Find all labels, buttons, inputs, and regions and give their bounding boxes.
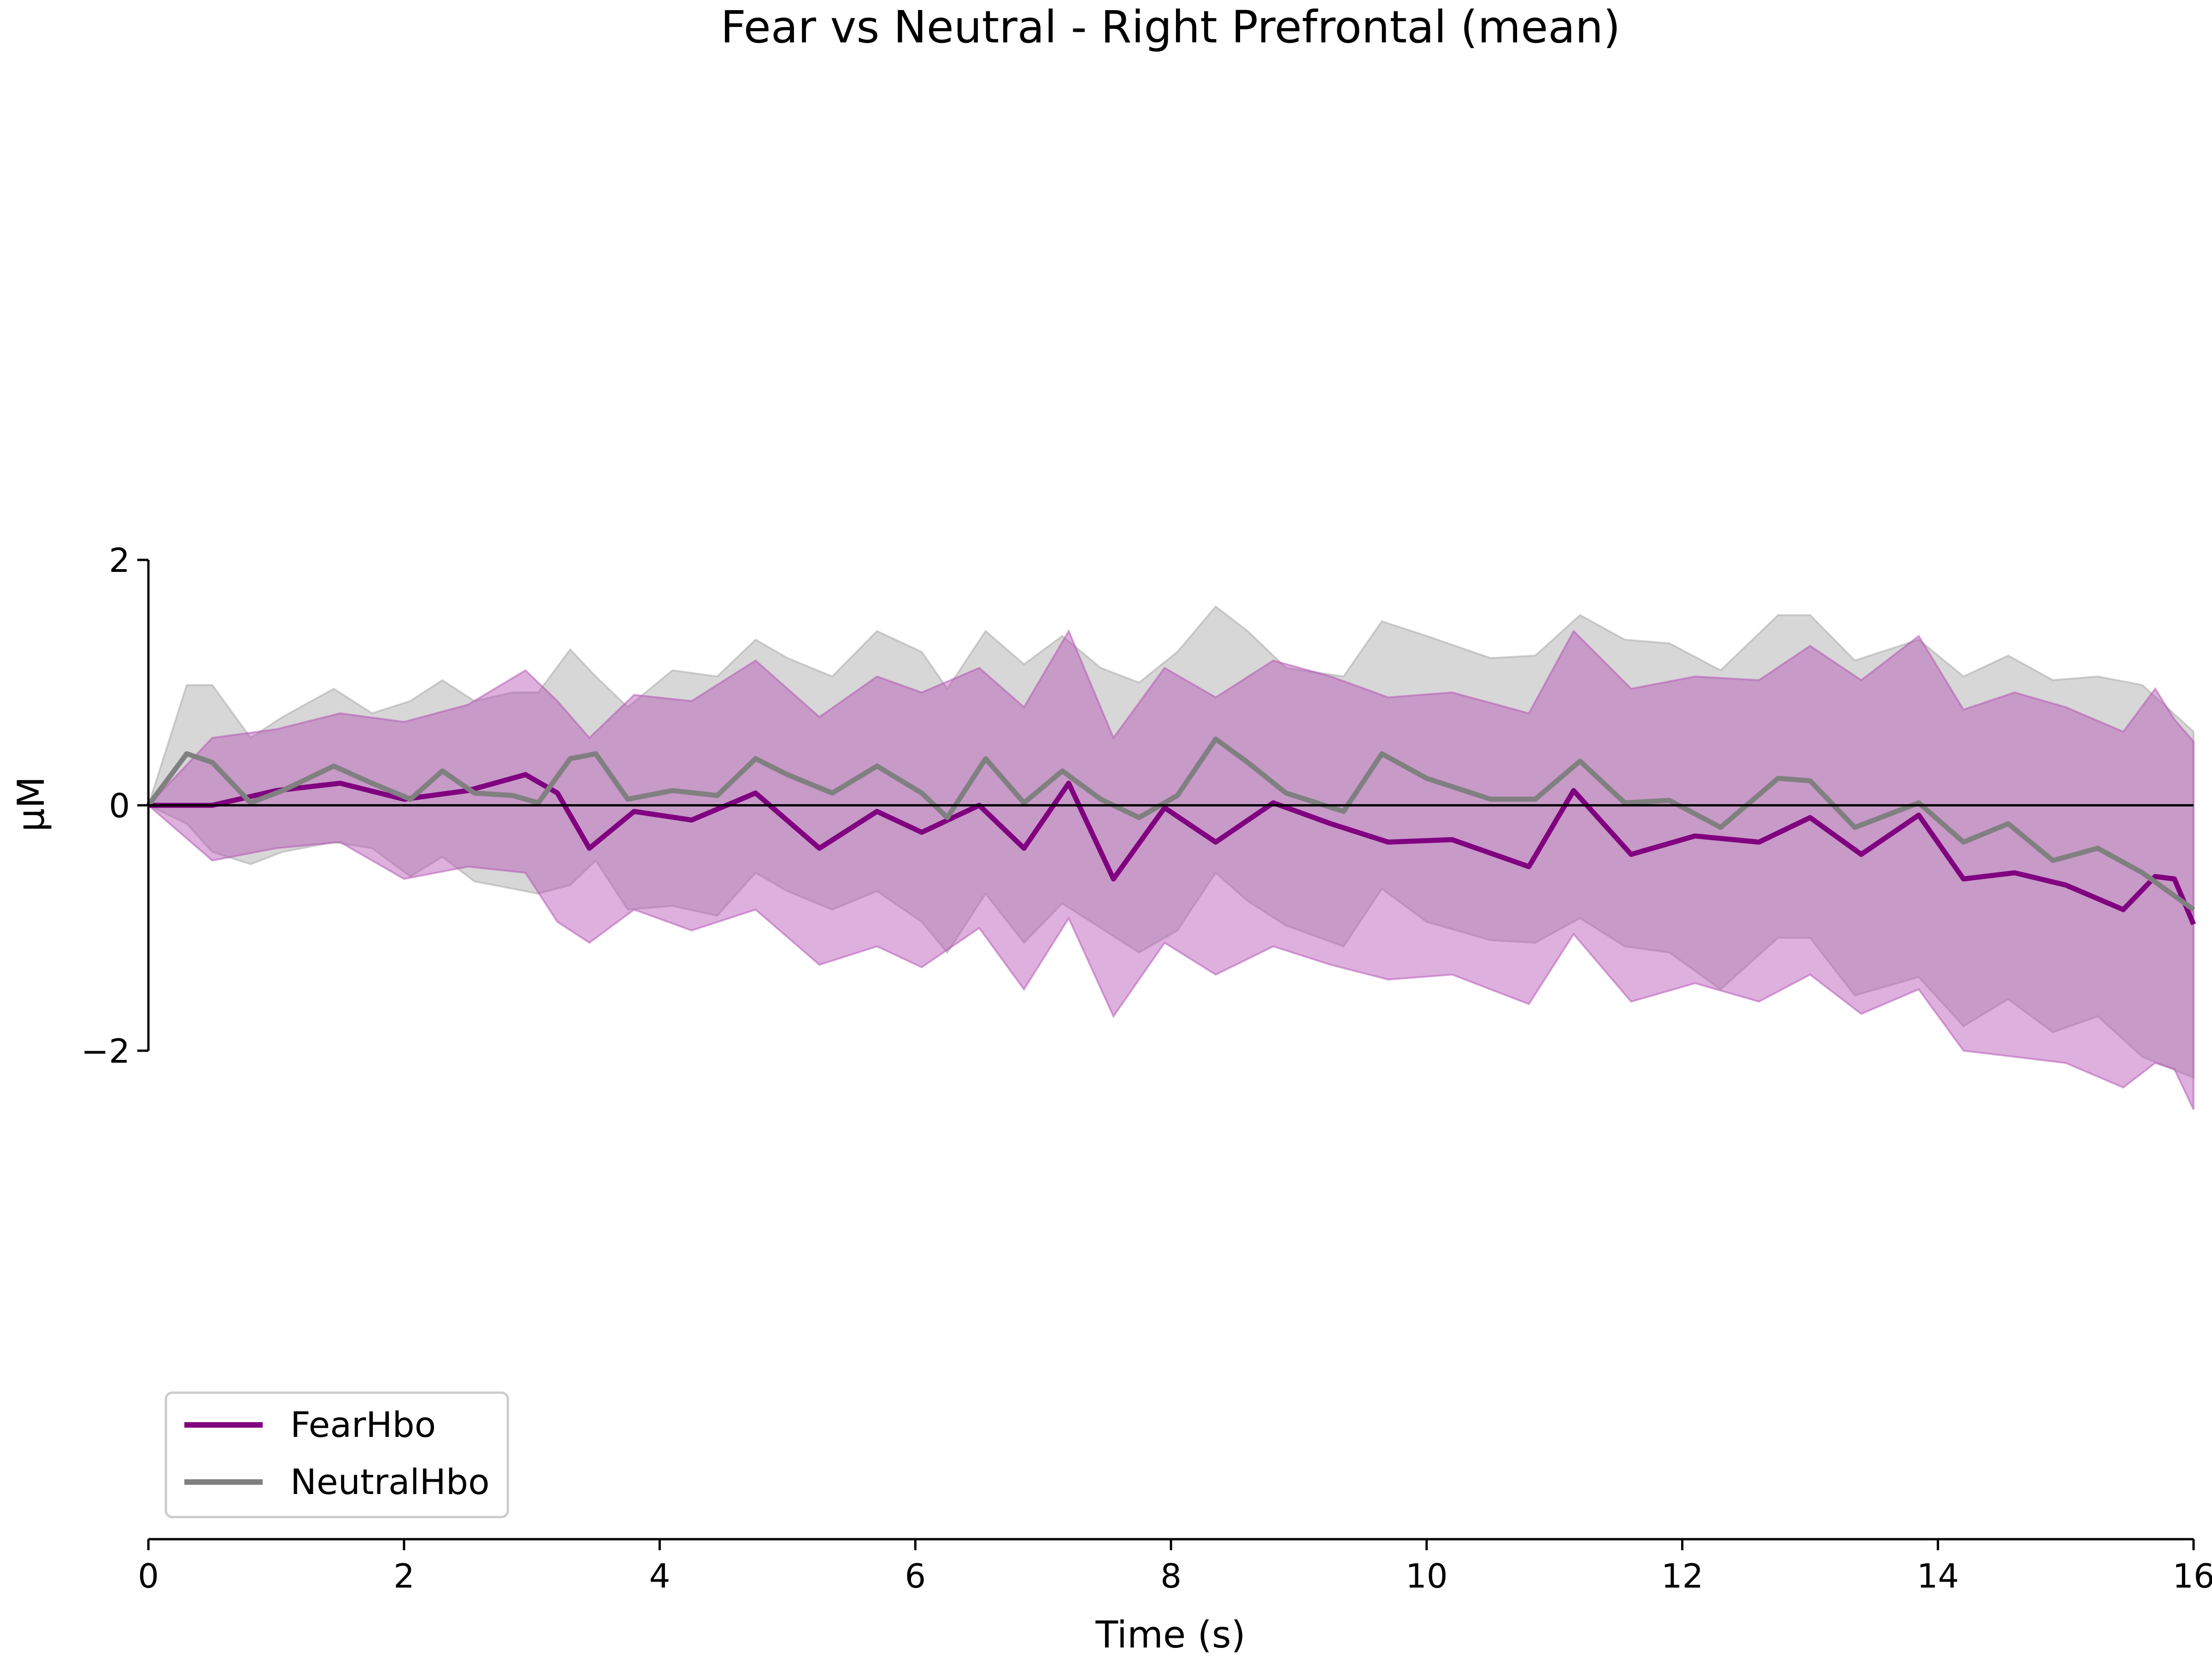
band-fearhbo [147,629,2194,1110]
x-axis: 0 2 4 6 8 10 12 14 16 [138,1538,2212,1595]
legend-label-neutralhbo: NeutralHbo [290,1461,489,1502]
x-axis-label: Time (s) [1095,1613,1245,1656]
line-neutralhbo [146,736,2195,912]
y-tick-label: 0 [109,787,130,825]
x-tick-label: 8 [1160,1557,1182,1595]
x-tick-label: 0 [138,1557,159,1595]
legend: FearHbo NeutralHbo [165,1391,509,1518]
x-tick-label: 12 [1661,1557,1704,1595]
y-tick-label: −2 [81,1032,130,1071]
chart-title: Fear vs Neutral - Right Prefrontal (mean… [721,1,1621,53]
x-tick-label: 10 [1406,1557,1448,1595]
x-tick-label: 16 [2172,1557,2212,1595]
x-tick-label: 2 [394,1557,415,1595]
x-tick-label: 14 [1917,1557,1959,1595]
x-tick-label: 4 [649,1557,671,1595]
x-tick-label: 6 [905,1557,926,1595]
confidence-bands [147,605,2194,1110]
y-axis: 2 0 −2 [81,541,150,1071]
series-lines [146,736,2196,925]
y-axis-label: µM [10,777,53,832]
legend-label-fearhbo: FearHbo [290,1404,436,1445]
y-tick-label: 2 [109,541,130,580]
line-fearhbo [148,772,2196,925]
